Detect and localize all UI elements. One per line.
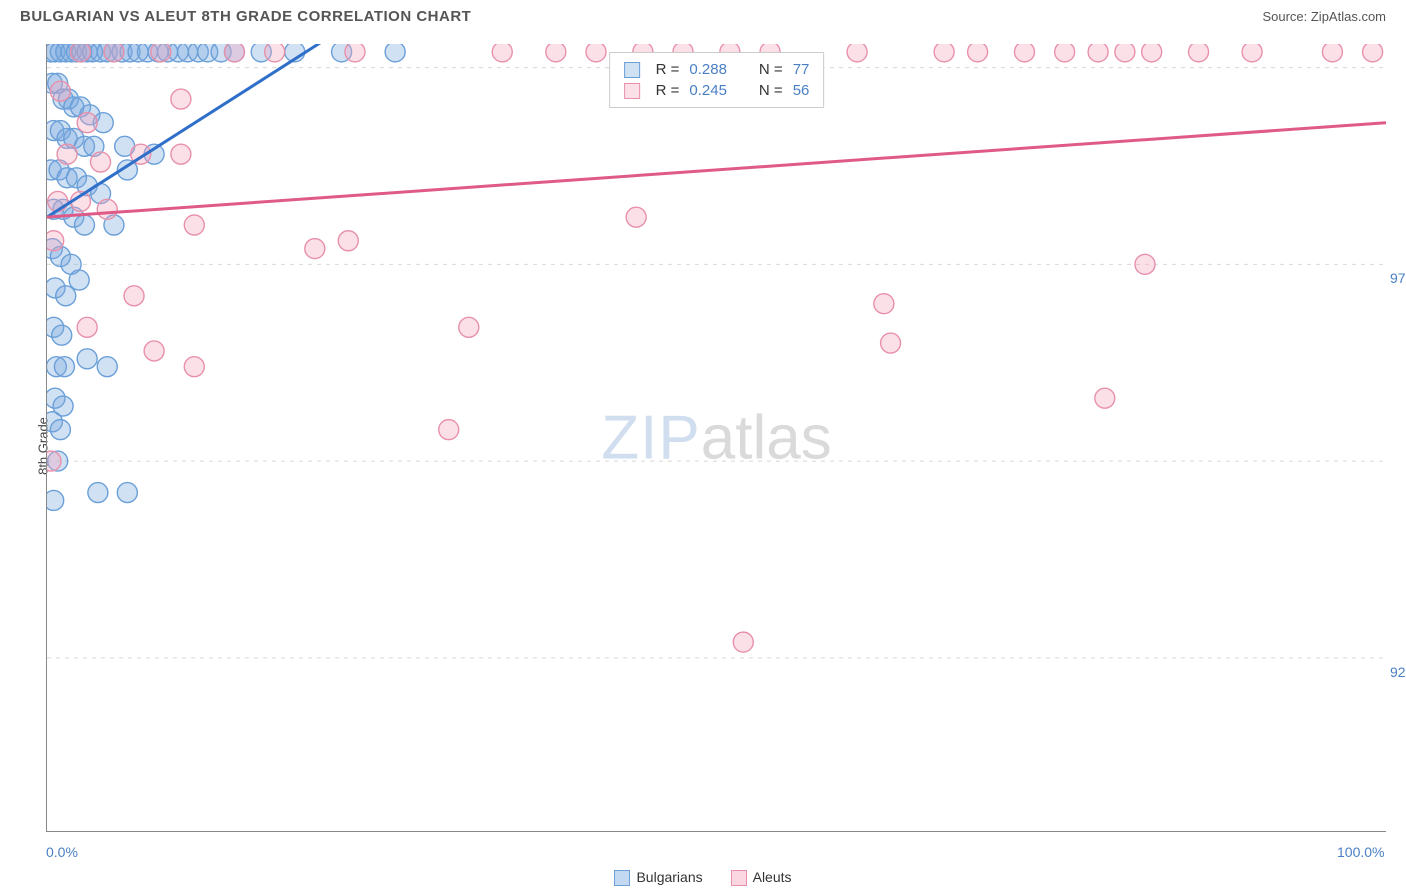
- correlation-legend: R = 0.288 N = 77 R = 0.245 N = 56: [609, 52, 825, 108]
- data-point: [52, 325, 72, 345]
- legend-row: R = 0.288 N = 77: [624, 59, 810, 80]
- legend-swatch: [624, 83, 640, 99]
- data-point: [733, 632, 753, 652]
- series-legend: Bulgarians Aleuts: [0, 869, 1406, 886]
- data-point: [1095, 388, 1115, 408]
- data-point: [385, 44, 405, 62]
- legend-row: R = 0.245 N = 56: [624, 80, 810, 101]
- chart-title: BULGARIAN VS ALEUT 8TH GRADE CORRELATION…: [20, 8, 471, 25]
- data-point: [1242, 44, 1262, 62]
- legend-r-value: 0.245: [689, 82, 727, 99]
- data-point: [459, 317, 479, 337]
- data-point: [881, 333, 901, 353]
- legend-n-value: 77: [793, 61, 810, 78]
- y-tick-label: 92.5%: [1390, 664, 1406, 680]
- data-point: [74, 215, 94, 235]
- trend-line: [47, 123, 1386, 217]
- data-point: [492, 44, 512, 62]
- data-point: [50, 420, 70, 440]
- data-point: [47, 231, 64, 251]
- source-label: Source: ZipAtlas.com: [1262, 9, 1386, 24]
- legend-r-label: R =: [656, 82, 680, 99]
- data-point: [77, 349, 97, 369]
- data-point: [1189, 44, 1209, 62]
- data-point: [171, 144, 191, 164]
- series-legend-item: Aleuts: [731, 869, 792, 886]
- data-point: [1135, 254, 1155, 274]
- data-point: [56, 286, 76, 306]
- data-point: [265, 44, 285, 62]
- data-point: [1014, 44, 1034, 62]
- data-point: [88, 483, 108, 503]
- data-point: [97, 199, 117, 219]
- data-point: [626, 207, 646, 227]
- x-tick-label: 100.0%: [1337, 844, 1384, 860]
- data-point: [69, 270, 89, 290]
- data-point: [117, 483, 137, 503]
- data-point: [934, 44, 954, 62]
- data-point: [144, 341, 164, 361]
- data-point: [1115, 44, 1135, 62]
- data-point: [77, 317, 97, 337]
- x-tick-label: 0.0%: [46, 844, 78, 860]
- legend-swatch: [614, 870, 630, 886]
- data-point: [1055, 44, 1075, 62]
- data-point: [48, 191, 68, 211]
- data-point: [439, 420, 459, 440]
- chart-svg: [47, 44, 1386, 831]
- legend-n-value: 56: [793, 82, 810, 99]
- x-tick-labels: 0.0% 100.0%: [46, 844, 1386, 862]
- data-point: [70, 44, 90, 62]
- legend-swatch: [624, 62, 640, 78]
- data-point: [1322, 44, 1342, 62]
- data-point: [546, 44, 566, 62]
- data-point: [54, 357, 74, 377]
- data-point: [47, 451, 61, 471]
- data-point: [586, 44, 606, 62]
- data-point: [968, 44, 988, 62]
- legend-swatch: [731, 870, 747, 886]
- y-tick-label: 97.5%: [1390, 270, 1406, 286]
- data-point: [124, 286, 144, 306]
- legend-r-label: R =: [656, 61, 680, 78]
- data-point: [305, 239, 325, 259]
- data-point: [338, 231, 358, 251]
- data-point: [1088, 44, 1108, 62]
- data-point: [97, 357, 117, 377]
- data-point: [104, 44, 124, 62]
- data-point: [224, 44, 244, 62]
- series-legend-label: Aleuts: [753, 869, 792, 885]
- data-point: [47, 490, 64, 510]
- data-point: [1363, 44, 1383, 62]
- data-point: [847, 44, 867, 62]
- data-point: [184, 215, 204, 235]
- data-point: [171, 89, 191, 109]
- trend-line: [47, 44, 516, 217]
- data-point: [1142, 44, 1162, 62]
- series-legend-item: Bulgarians: [614, 869, 702, 886]
- data-point: [184, 357, 204, 377]
- series-legend-label: Bulgarians: [636, 869, 702, 885]
- chart-area: R =0.288N =77R =0.245N =56 ZIPatlas 92.5…: [46, 44, 1386, 832]
- legend-n-label: N =: [759, 82, 783, 99]
- data-point: [345, 44, 365, 62]
- data-point: [77, 113, 97, 133]
- data-point: [57, 144, 77, 164]
- data-point: [91, 152, 111, 172]
- data-point: [151, 44, 171, 62]
- legend-n-label: N =: [759, 61, 783, 78]
- legend-r-value: 0.288: [689, 61, 727, 78]
- data-point: [874, 294, 894, 314]
- data-point: [50, 81, 70, 101]
